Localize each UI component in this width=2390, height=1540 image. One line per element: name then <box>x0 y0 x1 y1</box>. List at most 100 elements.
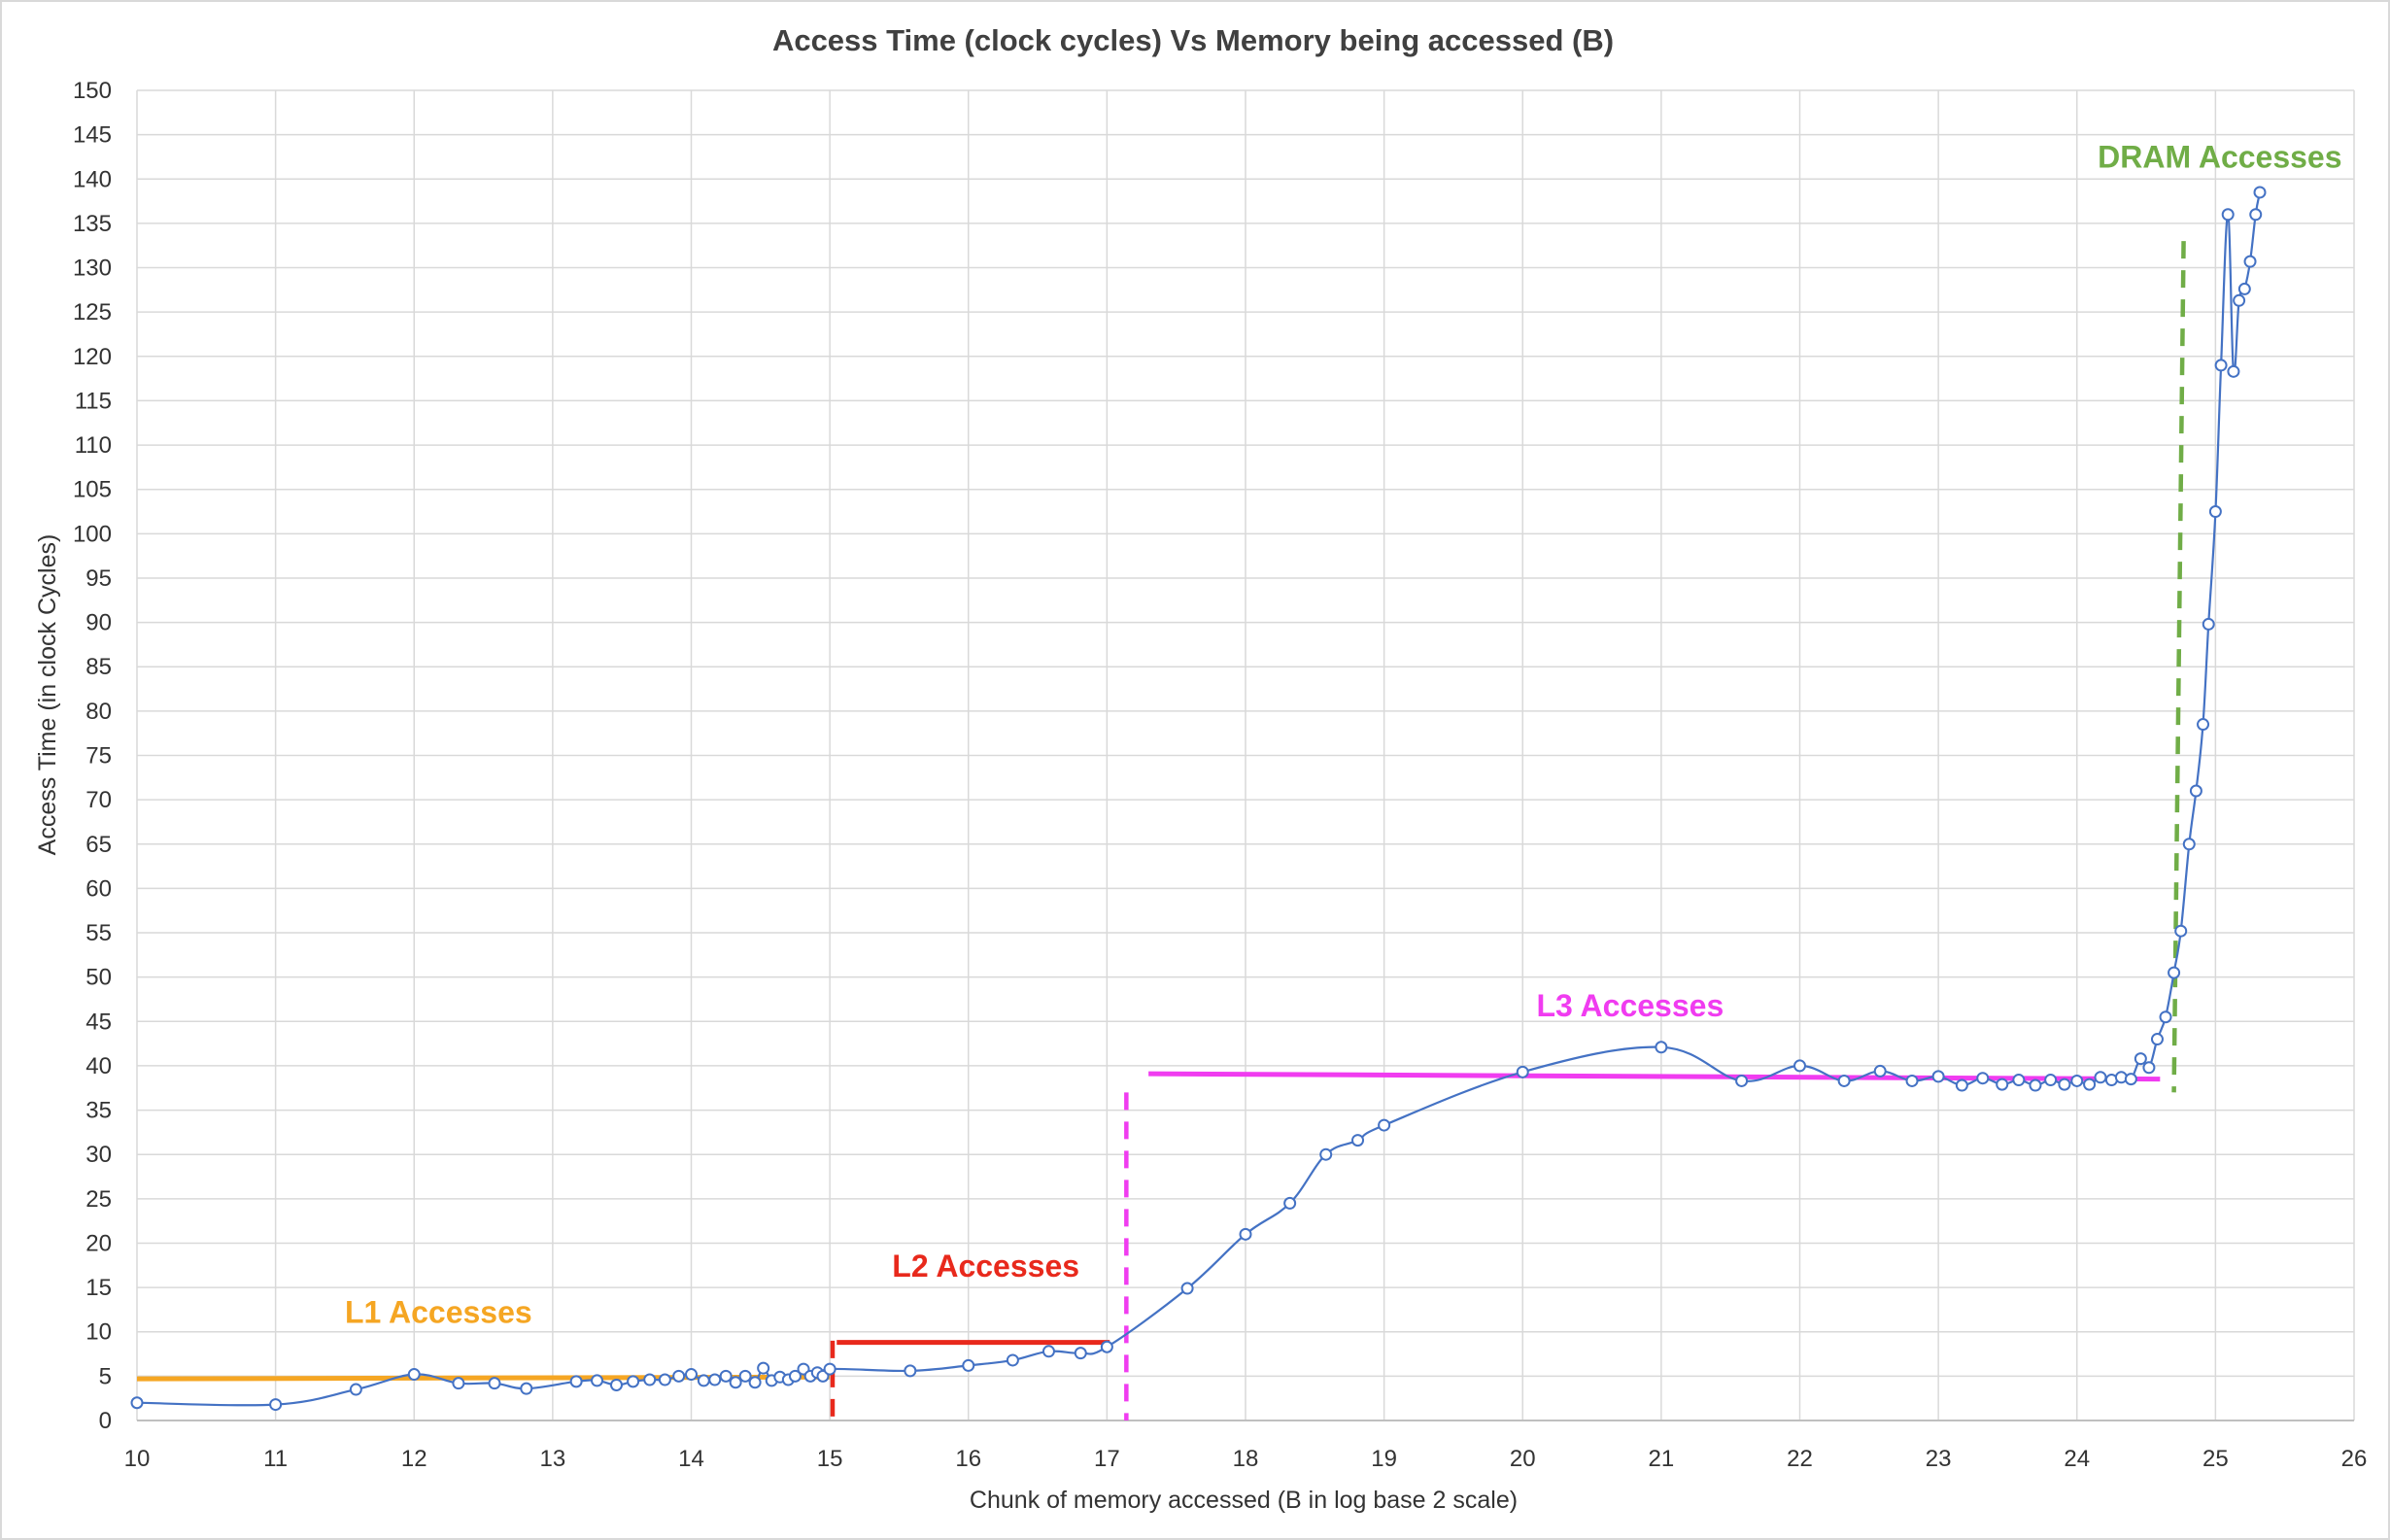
y-tick-label: 135 <box>73 211 112 237</box>
data-point <box>2161 1011 2171 1022</box>
data-point <box>1875 1066 1886 1077</box>
y-tick-label: 140 <box>73 166 112 192</box>
data-point <box>758 1363 768 1374</box>
y-tick-label: 15 <box>85 1275 112 1301</box>
data-point <box>489 1378 499 1388</box>
data-point <box>2168 968 2179 978</box>
y-tick-label: 5 <box>99 1363 112 1389</box>
y-tick-label: 40 <box>85 1053 112 1079</box>
data-point <box>2084 1079 2095 1090</box>
data-point <box>2071 1076 2082 1086</box>
x-tick-label: 13 <box>540 1446 566 1472</box>
y-tick-label: 145 <box>73 122 112 149</box>
data-point <box>2184 838 2195 849</box>
data-point <box>453 1378 463 1388</box>
y-tick-label: 60 <box>85 875 112 902</box>
data-point <box>1379 1120 1389 1131</box>
x-tick-label: 15 <box>817 1446 843 1472</box>
y-tick-label: 90 <box>85 610 112 636</box>
data-point <box>1997 1079 2007 1090</box>
y-tick-label: 150 <box>73 78 112 104</box>
y-tick-label: 100 <box>73 521 112 547</box>
x-tick-label: 18 <box>1233 1446 1259 1472</box>
data-point <box>2059 1079 2069 1090</box>
x-tick-label: 12 <box>401 1446 427 1472</box>
y-tick-label: 55 <box>85 920 112 946</box>
x-tick-label: 22 <box>1787 1446 1813 1472</box>
data-point <box>2223 209 2234 220</box>
data-point <box>1933 1071 1944 1081</box>
data-point <box>2239 284 2250 294</box>
chart-title: Access Time (clock cycles) Vs Memory bei… <box>772 23 1614 57</box>
data-point <box>2013 1075 2024 1085</box>
data-point <box>721 1371 732 1382</box>
y-tick-label: 10 <box>85 1319 112 1346</box>
x-tick-label: 11 <box>263 1446 288 1472</box>
data-point <box>2095 1072 2105 1082</box>
data-point <box>709 1375 720 1386</box>
y-tick-label: 50 <box>85 965 112 991</box>
data-point <box>1352 1135 1363 1146</box>
data-point <box>2030 1080 2040 1091</box>
data-point <box>270 1399 281 1410</box>
l2-annotation: L2 Accesses <box>892 1249 1079 1283</box>
data-point <box>1839 1076 1850 1086</box>
y-tick-label: 0 <box>99 1408 112 1434</box>
data-point <box>2203 619 2214 630</box>
data-point <box>905 1365 915 1376</box>
x-axis-label: Chunk of memory accessed (B in log base … <box>970 1487 1518 1514</box>
x-tick-label: 24 <box>2064 1446 2090 1472</box>
x-tick-label: 21 <box>1649 1446 1675 1472</box>
data-point <box>1076 1348 1086 1358</box>
data-point <box>2255 187 2266 197</box>
data-point <box>571 1376 582 1386</box>
data-point <box>644 1375 655 1386</box>
data-point <box>2234 295 2244 306</box>
data-point <box>699 1375 709 1386</box>
data-point <box>1284 1198 1295 1209</box>
x-tick-label: 23 <box>1926 1446 1952 1472</box>
x-tick-label: 20 <box>1510 1446 1536 1472</box>
data-point <box>1102 1342 1112 1352</box>
data-point <box>2228 366 2238 377</box>
data-point <box>592 1375 602 1386</box>
l3-annotation: L3 Accesses <box>1537 988 1724 1023</box>
dram-annotation: DRAM Accesses <box>2098 139 2341 174</box>
data-point <box>2152 1034 2163 1044</box>
data-point <box>2045 1075 2056 1085</box>
x-tick-label: 16 <box>955 1446 981 1472</box>
data-point <box>132 1397 143 1408</box>
data-point <box>351 1385 361 1395</box>
data-point <box>1907 1076 1918 1086</box>
y-tick-label: 35 <box>85 1098 112 1124</box>
x-tick-label: 25 <box>2202 1446 2229 1472</box>
data-point <box>2245 257 2256 267</box>
data-point <box>1977 1073 1988 1083</box>
data-point <box>2198 719 2208 730</box>
y-tick-label: 130 <box>73 256 112 282</box>
data-point <box>611 1380 622 1390</box>
y-tick-label: 20 <box>85 1230 112 1256</box>
y-axis-label: Access Time (in clock Cycles) <box>34 534 61 856</box>
x-tick-label: 19 <box>1371 1446 1397 1472</box>
data-point <box>1182 1283 1193 1294</box>
data-point <box>1320 1149 1331 1160</box>
data-point <box>1736 1076 1747 1086</box>
x-tick-label: 26 <box>2341 1446 2368 1472</box>
data-point <box>2135 1053 2146 1064</box>
data-point <box>1241 1229 1251 1240</box>
data-point <box>2210 506 2221 517</box>
y-tick-label: 45 <box>85 1009 112 1035</box>
data-point <box>750 1377 761 1387</box>
data-point <box>2126 1074 2136 1084</box>
data-point <box>2191 786 2202 797</box>
data-point <box>1794 1060 1805 1071</box>
data-point <box>1518 1067 1528 1078</box>
data-point <box>963 1360 973 1371</box>
data-point <box>740 1371 751 1382</box>
data-point <box>1007 1354 1018 1365</box>
l1-annotation: L1 Accesses <box>345 1295 532 1330</box>
data-point <box>2250 209 2261 220</box>
x-tick-label: 14 <box>678 1446 704 1472</box>
